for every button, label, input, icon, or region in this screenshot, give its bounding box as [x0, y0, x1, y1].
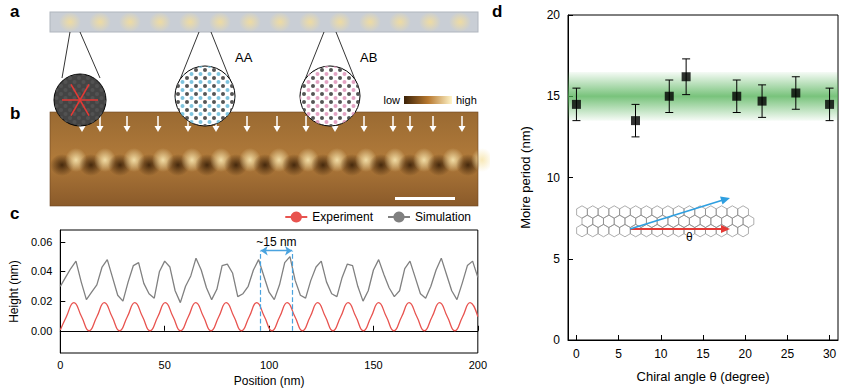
svg-text:Chiral angle θ (degree): Chiral angle θ (degree) [637, 369, 770, 384]
svg-text:0: 0 [57, 359, 63, 371]
svg-text:Position (nm): Position (nm) [234, 374, 305, 388]
svg-text:10: 10 [547, 171, 561, 185]
svg-text:15: 15 [547, 89, 561, 103]
html-text:d: d [492, 2, 503, 21]
svg-text:200: 200 [469, 359, 487, 371]
svg-text:0: 0 [553, 333, 560, 347]
svg-text:0.02: 0.02 [31, 295, 52, 307]
svg-text:θ: θ [686, 230, 693, 244]
svg-text:0.04: 0.04 [31, 265, 52, 277]
svg-text:100: 100 [260, 359, 278, 371]
svg-text:50: 50 [159, 359, 171, 371]
html-text:c: c [10, 204, 20, 223]
svg-text:150: 150 [364, 359, 382, 371]
svg-text:high: high [456, 94, 477, 106]
svg-text:0.06: 0.06 [31, 236, 52, 248]
svg-text:15: 15 [696, 347, 710, 361]
svg-text:30: 30 [823, 347, 837, 361]
svg-text:Moire period (nm): Moire period (nm) [518, 126, 533, 229]
svg-text:10: 10 [654, 347, 668, 361]
html-text:a: a [10, 2, 20, 21]
svg-text:5: 5 [615, 347, 622, 361]
svg-text:Height (nm): Height (nm) [7, 260, 21, 323]
html-text:b: b [10, 104, 21, 123]
svg-text:AA: AA [235, 50, 253, 65]
svg-text:25: 25 [781, 347, 795, 361]
svg-text:20: 20 [739, 347, 753, 361]
svg-text:Experiment: Experiment [312, 210, 373, 224]
svg-text:~15 nm: ~15 nm [256, 235, 296, 249]
svg-text:0: 0 [573, 347, 580, 361]
svg-text:AB: AB [360, 50, 377, 65]
svg-text:low: low [383, 94, 400, 106]
svg-text:5: 5 [553, 252, 560, 266]
svg-text:0.00: 0.00 [31, 325, 52, 337]
svg-text:Simulation: Simulation [415, 210, 471, 224]
svg-text:20: 20 [547, 8, 561, 22]
